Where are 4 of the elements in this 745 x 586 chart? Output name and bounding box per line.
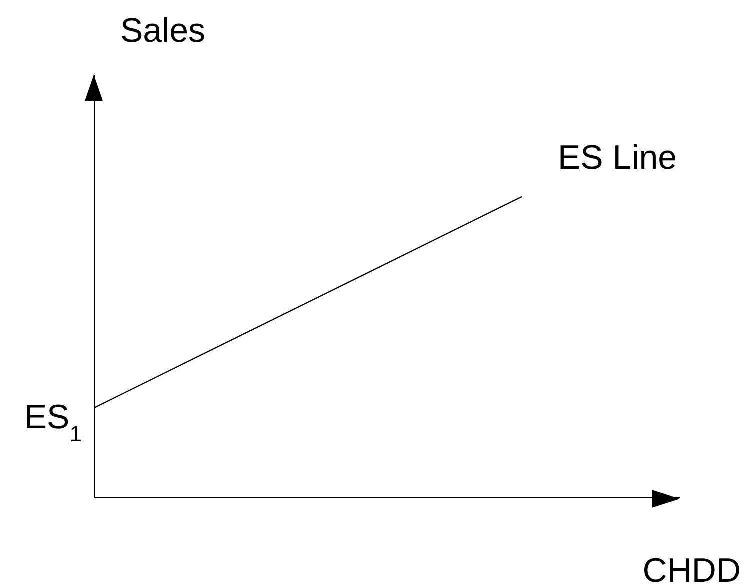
text: ES Line — [558, 139, 678, 178]
y-axis-title: Sales — [120, 12, 206, 50]
x-axis-title: CHDD — [642, 552, 741, 586]
text: ES$_{1}$ — [24, 398, 82, 446]
